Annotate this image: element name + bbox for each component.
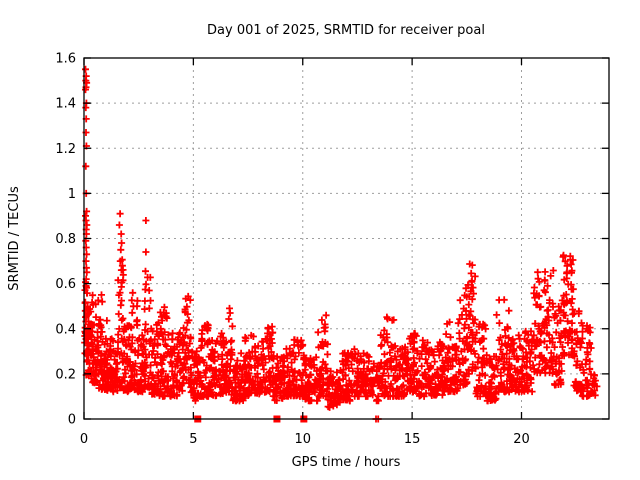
x-axis-label: GPS time / hours	[292, 455, 401, 470]
y-tick-label: 1.2	[55, 142, 76, 157]
y-tick-label: 0.8	[55, 232, 76, 247]
y-tick-label: 0	[68, 413, 76, 428]
x-tick-label: 20	[513, 432, 530, 447]
tick-labels: 0 5 10 15 20 0 0.2 0.4 0.6 0.8 1 1.2 1.4 1.6	[55, 52, 529, 448]
y-tick-label: 1.6	[55, 52, 76, 67]
x-tick-label: 0	[80, 432, 88, 447]
y-tick-label: 0.2	[55, 367, 76, 382]
y-tick-label: 0.4	[55, 322, 76, 337]
axes-and-ticks	[83, 57, 610, 420]
x-tick-label: 5	[189, 432, 197, 447]
scatter-points	[81, 65, 601, 423]
y-axis-label: SRMTID / TECUs	[7, 186, 22, 291]
y-tick-label: 1	[68, 187, 76, 202]
x-tick-label: 10	[294, 432, 311, 447]
chart-title: Day 001 of 2025, SRMTID for receiver poa…	[207, 23, 485, 38]
scatter-series-plus-markers	[81, 65, 601, 423]
y-tick-label: 1.4	[55, 97, 76, 112]
x-tick-label: 15	[404, 432, 421, 447]
y-tick-label: 0.6	[55, 277, 76, 292]
